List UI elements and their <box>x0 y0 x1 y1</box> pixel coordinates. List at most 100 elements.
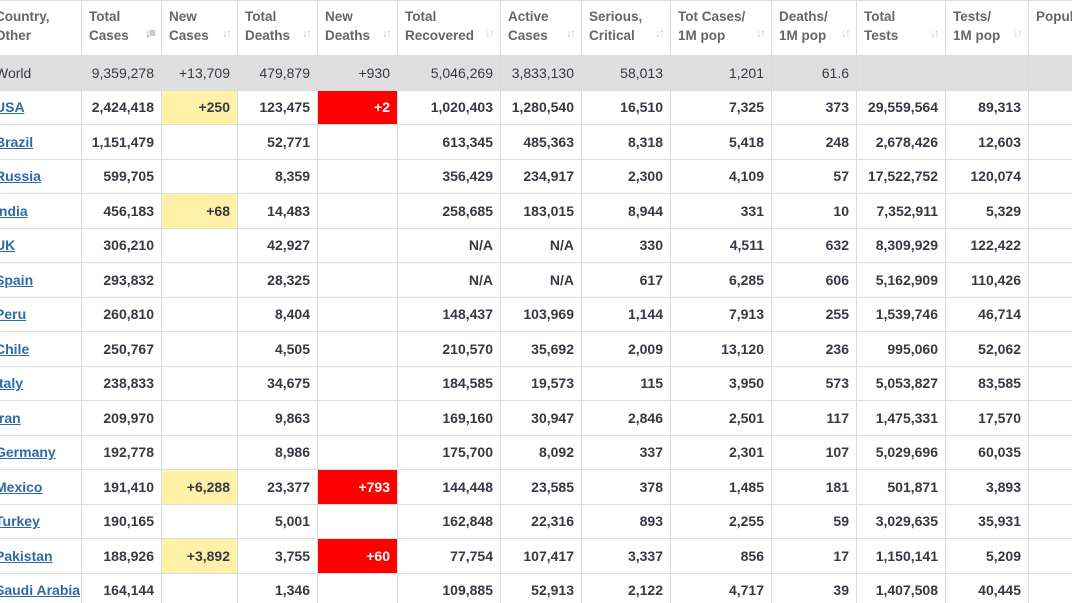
country-link[interactable]: Chile <box>0 340 30 357</box>
cell-cases-per-1m: 7,325 <box>670 89 772 125</box>
cell-total-cases: 250,767 <box>81 331 162 367</box>
cell-total-tests: 1,150,141 <box>856 538 946 574</box>
column-header-label: Total <box>864 9 896 24</box>
cell-total-cases: 599,705 <box>81 158 162 194</box>
column-header-label: Cases <box>508 28 548 43</box>
cell-tests-per-1m: 40,445 <box>945 572 1029 603</box>
country-link[interactable]: Russia <box>0 168 41 185</box>
column-header-country[interactable]: Country, Other <box>0 0 82 56</box>
column-header-serious[interactable]: Serious, Critical ↓↑ <box>581 0 671 56</box>
country-link[interactable]: Brazil <box>0 133 34 150</box>
column-header-label: Country, <box>0 9 50 24</box>
column-header-total-recovered[interactable]: Total Recovered ↓↑ <box>397 0 501 56</box>
cell-tests-per-1m: 60,035 <box>945 434 1029 470</box>
cell-new-deaths <box>317 124 398 160</box>
cell-cases-per-1m: 4,109 <box>670 158 772 194</box>
sort-icon[interactable]: ↓↑ <box>302 26 312 40</box>
column-header-label: Deaths <box>325 28 371 43</box>
cell-population: 32,960,000 <box>1028 296 1072 332</box>
cell-total-deaths: 14,483 <box>237 193 318 229</box>
table-row: USA 2,424,418+250123,475+21,020,4031,280,… <box>0 89 1072 125</box>
country-link[interactable]: USA <box>0 99 25 116</box>
sort-icon[interactable]: ↓↑ <box>222 26 232 40</box>
country-link[interactable]: Spain <box>0 271 34 288</box>
country-link[interactable]: Iran <box>0 409 21 426</box>
country-link[interactable]: Germany <box>0 444 56 461</box>
column-header-total-cases[interactable]: Total Cases ↓≡ <box>81 0 162 56</box>
cell-serious: 58,013 <box>581 55 671 91</box>
sort-icon[interactable]: ↓↑ <box>756 26 766 40</box>
cell-total-deaths: 479,879 <box>237 55 318 91</box>
cell-cases-per-1m: 2,255 <box>670 503 772 539</box>
country-link[interactable]: Peru <box>0 306 27 323</box>
cell-country: Turkey <box>0 503 82 539</box>
sort-icon[interactable]: ↓↑ <box>930 26 940 40</box>
cell-active-cases: 234,917 <box>500 158 582 194</box>
cell-country: India <box>0 193 82 229</box>
cell-new-cases: +250 <box>161 89 238 125</box>
cell-total-cases: 192,778 <box>81 434 162 470</box>
cell-active-cases: 183,015 <box>500 193 582 229</box>
sort-icon[interactable]: ↓↑ <box>382 26 392 40</box>
cell-new-cases: +3,892 <box>161 538 238 574</box>
country-link[interactable]: India <box>0 202 28 219</box>
cell-new-deaths <box>317 296 398 332</box>
column-header-cases-per-1m[interactable]: Tot Cases/1M pop ↓↑ <box>670 0 772 56</box>
column-header-label: New <box>169 9 197 24</box>
cell-deaths-per-1m: 17 <box>771 538 857 574</box>
table-row: Mexico 191,410+6,28823,377+793144,44823,5… <box>0 469 1072 505</box>
column-header-active-cases[interactable]: Active Cases ↓↑ <box>500 0 582 56</box>
cell-new-cases <box>161 227 238 263</box>
cell-total-tests: 995,060 <box>856 331 946 367</box>
cell-new-deaths <box>317 331 398 367</box>
sort-icon[interactable]: ↓↑ <box>655 26 665 40</box>
cell-country: UK <box>0 227 82 263</box>
cell-tests-per-1m: 3,893 <box>945 469 1029 505</box>
cell-population: 60,460,000 <box>1028 365 1072 401</box>
cell-population: 19,110,000 <box>1028 331 1072 367</box>
cell-deaths-per-1m: 39 <box>771 572 857 603</box>
cell-serious: 337 <box>581 434 671 470</box>
cell-active-cases: 52,913 <box>500 572 582 603</box>
cell-new-cases <box>161 434 238 470</box>
column-header-total-deaths[interactable]: Total Deaths ↓↑ <box>237 0 318 56</box>
cell-total-tests <box>856 55 946 91</box>
cell-total-recovered: 210,570 <box>397 331 501 367</box>
cell-serious: 2,846 <box>581 400 671 436</box>
column-header-new-deaths[interactable]: New Deaths ↓↑ <box>317 0 398 56</box>
cell-deaths-per-1m: 117 <box>771 400 857 436</box>
cell-population: 330,968,000 <box>1028 89 1072 125</box>
cell-total-recovered: N/A <box>397 227 501 263</box>
column-header-total-tests[interactable]: Total Tests ↓↑ <box>856 0 946 56</box>
country-link[interactable]: Turkey <box>0 513 40 530</box>
column-header-deaths-per-1m[interactable]: Deaths/1M pop ↓↑ <box>771 0 857 56</box>
cell-total-deaths: 8,404 <box>237 296 318 332</box>
sort-icon[interactable]: ↓↑ <box>566 26 576 40</box>
cell-total-cases: 164,144 <box>81 572 162 603</box>
column-header-population[interactable]: Population <box>1028 0 1072 56</box>
country-link[interactable]: UK <box>0 237 16 254</box>
cell-total-recovered: 144,448 <box>397 469 501 505</box>
column-header-new-cases[interactable]: New Cases ↓↑ <box>161 0 238 56</box>
sort-icon[interactable]: ↓↑ <box>485 26 495 40</box>
cell-deaths-per-1m: 57 <box>771 158 857 194</box>
cell-country: Germany <box>0 434 82 470</box>
table-row: Peru 260,810 8,404 148,437103,9691,1447,913… <box>0 296 1072 332</box>
cell-serious: 8,944 <box>581 193 671 229</box>
country-link[interactable]: Italy <box>0 375 24 392</box>
sort-icon[interactable]: ↓↑ <box>841 26 851 40</box>
cell-new-deaths <box>317 503 398 539</box>
column-header-label: 1M pop <box>678 28 726 43</box>
sort-icon[interactable]: ↓↑ <box>1013 26 1023 40</box>
sort-icon[interactable]: ↓≡ <box>144 26 156 40</box>
cell-total-recovered: 356,429 <box>397 158 501 194</box>
column-header-tests-per-1m[interactable]: Tests/1M pop ↓↑ <box>945 0 1029 56</box>
cell-total-deaths: 123,475 <box>237 89 318 125</box>
cell-population: 220,690,000 <box>1028 538 1072 574</box>
cell-deaths-per-1m: 606 <box>771 262 857 298</box>
country-link[interactable]: Saudi Arabia <box>0 582 81 599</box>
cell-population: 128,900,000 <box>1028 469 1072 505</box>
country-link[interactable]: Pakistan <box>0 547 53 564</box>
column-header-label: 1M pop <box>779 28 827 43</box>
country-link[interactable]: Mexico <box>0 478 43 495</box>
